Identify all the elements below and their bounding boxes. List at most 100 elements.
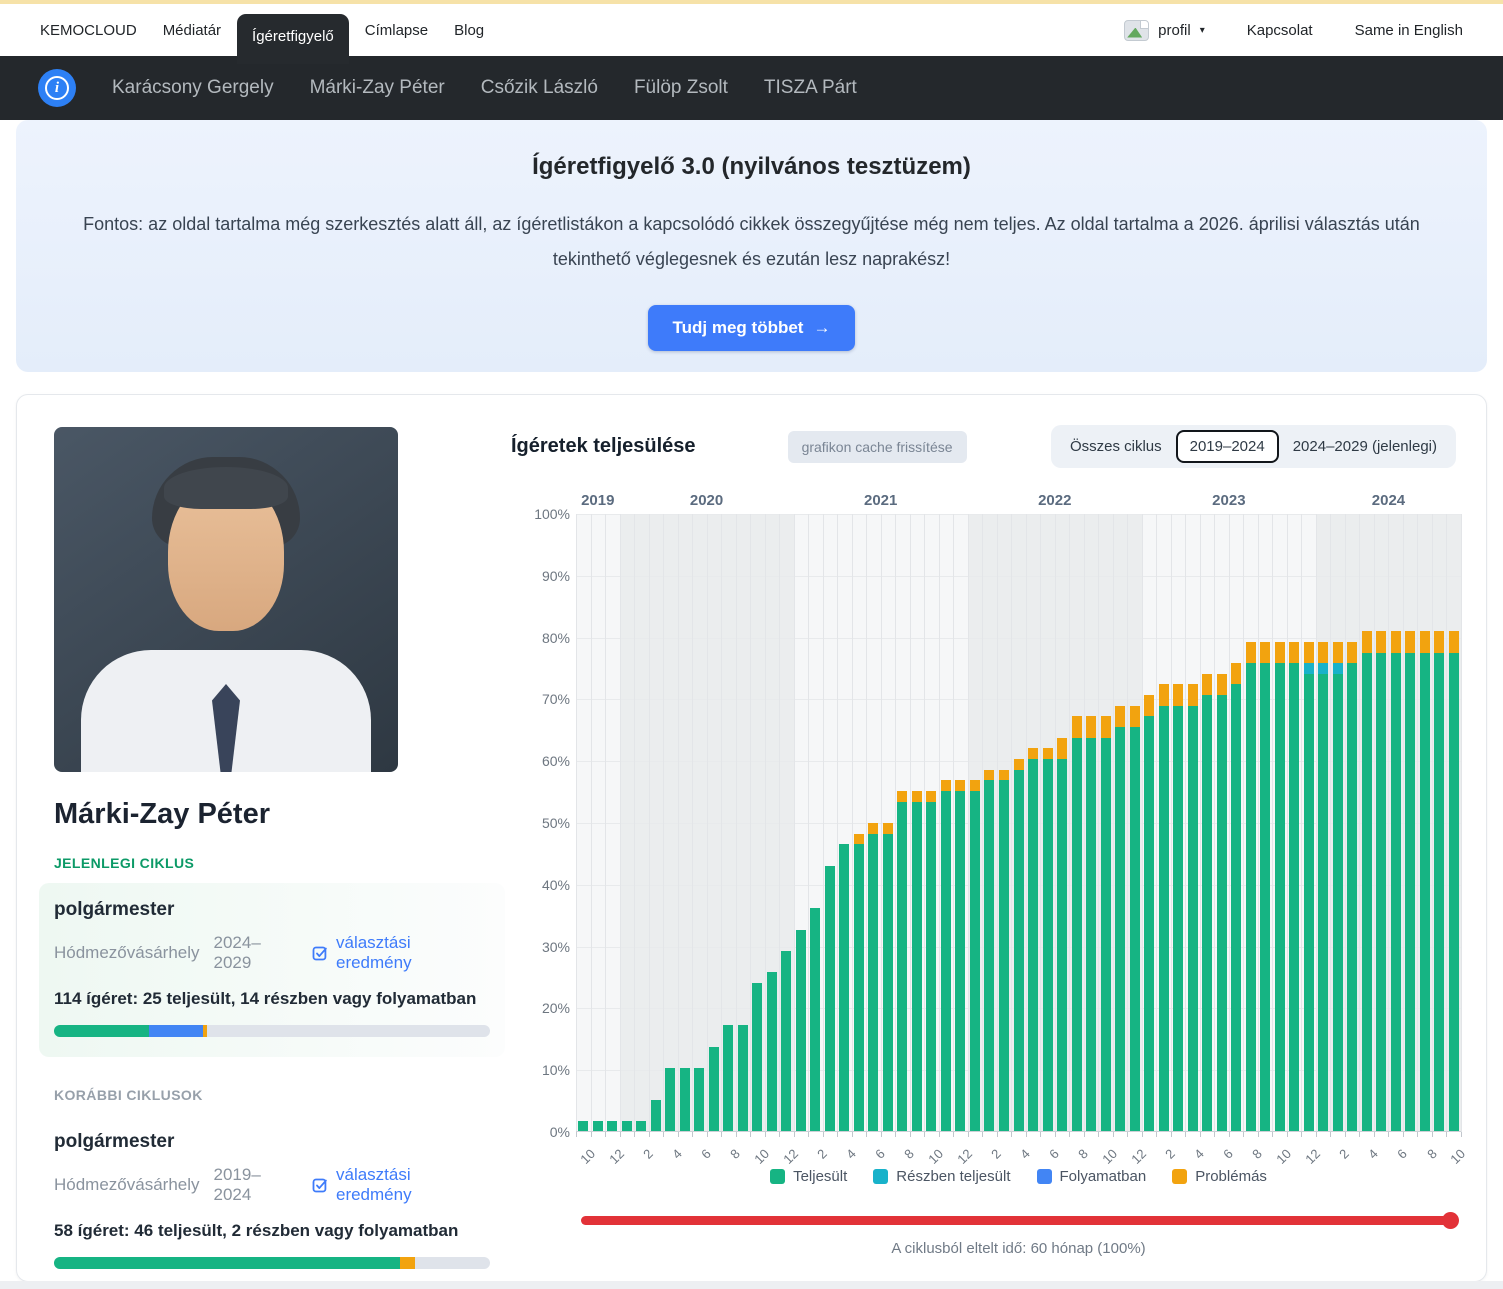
bar-segment-orange: [1361, 631, 1372, 653]
chart-bar-2: [1332, 641, 1343, 1132]
topbar-link-médiatár[interactable]: Médiatár: [162, 21, 222, 39]
vertical-gridline: [1199, 514, 1201, 1132]
x-axis-tick: [1359, 1132, 1361, 1137]
topbar-right: profil ▾ Kapcsolat Same in English: [1124, 19, 1463, 41]
chart-bar-2: [636, 1121, 647, 1132]
brand-kemocloud[interactable]: KEMOCLOUD: [40, 21, 137, 39]
bar-segment-green: [882, 833, 893, 1132]
year-label-2021: 2021: [863, 492, 898, 509]
bar-segment-green: [1376, 652, 1387, 1132]
x-axis-tick: [663, 1132, 665, 1137]
chart-header: Ígéretek teljesülése grafikon cache fris…: [511, 425, 1456, 468]
vertical-gridline: [706, 514, 708, 1132]
y-axis-label-60: 60%: [541, 753, 570, 770]
vertical-gridline: [1098, 514, 1100, 1132]
vertical-gridline: [967, 514, 969, 1132]
chart-bar-5: [1028, 748, 1038, 1132]
chart-legend: Teljesült Részben teljesült Folyamatban Pro…: [576, 1168, 1461, 1185]
bar-segment-green: [1231, 684, 1242, 1132]
politician-link[interactable]: TISZA Párt: [763, 77, 857, 98]
chart-bar-5: [853, 833, 864, 1132]
year-label-2019: 2019: [581, 492, 615, 509]
refresh-chart-cache-button[interactable]: grafikon cache frissítése: [787, 430, 967, 463]
vertical-gridline: [1286, 514, 1288, 1132]
vertical-gridline: [648, 514, 650, 1132]
topbar-link-címlapse[interactable]: Címlapse: [364, 21, 429, 39]
tab-Összes ciklus[interactable]: Összes ciklus: [1069, 438, 1162, 455]
chart-column: Ígéretek teljesülése grafikon cache fris…: [511, 425, 1468, 1257]
bar-segment-orange: [955, 780, 966, 792]
bar-segment-orange: [926, 791, 937, 802]
bar-segment-green: [1187, 705, 1198, 1132]
vertical-gridline: [1461, 514, 1462, 1132]
caret-down-icon: ▾: [1199, 24, 1205, 36]
bar-segment-green: [665, 1068, 676, 1132]
bar-segment-orange: [969, 780, 980, 792]
vertical-gridline: [677, 514, 679, 1132]
hero-banner: Ígéretfigyelő 3.0 (nyilvános tesztüzem) …: [16, 120, 1487, 372]
politician-navigation-bar: i Karácsony Gergely Márki-Zay Péter Csőzik…: [0, 56, 1503, 120]
bar-segment-green: [853, 844, 864, 1132]
gridline-90pct: [576, 575, 1461, 577]
vertical-gridline: [938, 514, 940, 1132]
current-election-result-link[interactable]: választási eredmény: [312, 933, 490, 973]
vertical-gridline: [1330, 514, 1332, 1132]
kapcsolat-link[interactable]: Kapcsolat: [1246, 21, 1313, 39]
chart-bar-4: [1361, 631, 1372, 1132]
x-axis-label: 12: [954, 1146, 976, 1167]
vertical-gridline: [1446, 514, 1448, 1132]
vertical-gridline: [1127, 514, 1129, 1132]
previous-election-result-link[interactable]: választási eredmény: [312, 1165, 490, 1205]
learn-more-button[interactable]: Tudj meg többet →: [647, 305, 856, 352]
time-slider-track[interactable]: [581, 1212, 1459, 1229]
chart-bar-9: [1434, 631, 1445, 1132]
bar-segment-green: [1115, 727, 1126, 1132]
legend-chip-green: [770, 1169, 786, 1184]
x-axis-label: 4: [1017, 1146, 1034, 1162]
chart-bar-11: [766, 972, 777, 1132]
bar-segment-green: [723, 1025, 734, 1132]
language-link[interactable]: Same in English: [1354, 21, 1463, 39]
info-icon[interactable]: i: [38, 69, 76, 107]
x-axis-label: 10: [1447, 1146, 1469, 1167]
chart-bar-11: [940, 780, 951, 1132]
x-axis-line: [576, 1131, 1461, 1132]
bar-segment-green: [969, 791, 980, 1132]
time-slider-handle[interactable]: [1442, 1212, 1459, 1229]
x-axis-tick: [1040, 1132, 1042, 1137]
bar-segment-green: [940, 791, 951, 1132]
tab-2019–2024[interactable]: 2019–2024: [1175, 430, 1279, 463]
x-axis-tick: [590, 1132, 592, 1137]
bar-segment-orange: [1390, 631, 1401, 653]
topbar-link-blog[interactable]: Blog: [454, 21, 485, 39]
x-axis-tick: [706, 1132, 708, 1137]
bar-segment-green: [1347, 663, 1358, 1132]
x-axis-tick: [1112, 1132, 1114, 1137]
bar-segment-green: [650, 1100, 661, 1132]
vertical-gridline: [1359, 514, 1361, 1132]
bar-segment-orange: [1448, 631, 1459, 653]
bar-segment-green: [1448, 652, 1459, 1132]
vertical-gridline: [1315, 514, 1317, 1132]
x-axis-tick: [982, 1132, 984, 1137]
chart-bar-12: [1303, 641, 1314, 1132]
chart-bar-2: [1158, 684, 1169, 1132]
vertical-gridline: [822, 514, 824, 1132]
politician-link[interactable]: Csőzik László: [480, 77, 598, 98]
vertical-gridline: [1243, 514, 1245, 1132]
chart-bar-2: [984, 769, 995, 1132]
bar-segment-green: [1129, 727, 1140, 1132]
politician-link[interactable]: Karácsony Gergely: [112, 77, 274, 98]
legend-item-cyan: Részben teljesült: [873, 1168, 1011, 1185]
tab-2024–2029 (jelenlegi)[interactable]: 2024–2029 (jelenlegi): [1292, 438, 1437, 455]
bar-segment-orange: [1347, 641, 1358, 664]
profile-menu[interactable]: profil ▾: [1124, 19, 1205, 41]
politician-link[interactable]: Márki-Zay Péter: [309, 77, 445, 98]
x-axis-label: 2: [988, 1146, 1005, 1162]
topbar-link-ígéretfigyelő[interactable]: Ígéretfigyelő: [237, 14, 349, 64]
bar-segment-green: [1332, 673, 1343, 1132]
politician-link[interactable]: Fülöp Zsolt: [633, 77, 728, 98]
vertical-gridline: [721, 514, 723, 1132]
x-axis-tick: [1170, 1132, 1172, 1137]
x-axis-label: 12: [606, 1146, 627, 1167]
